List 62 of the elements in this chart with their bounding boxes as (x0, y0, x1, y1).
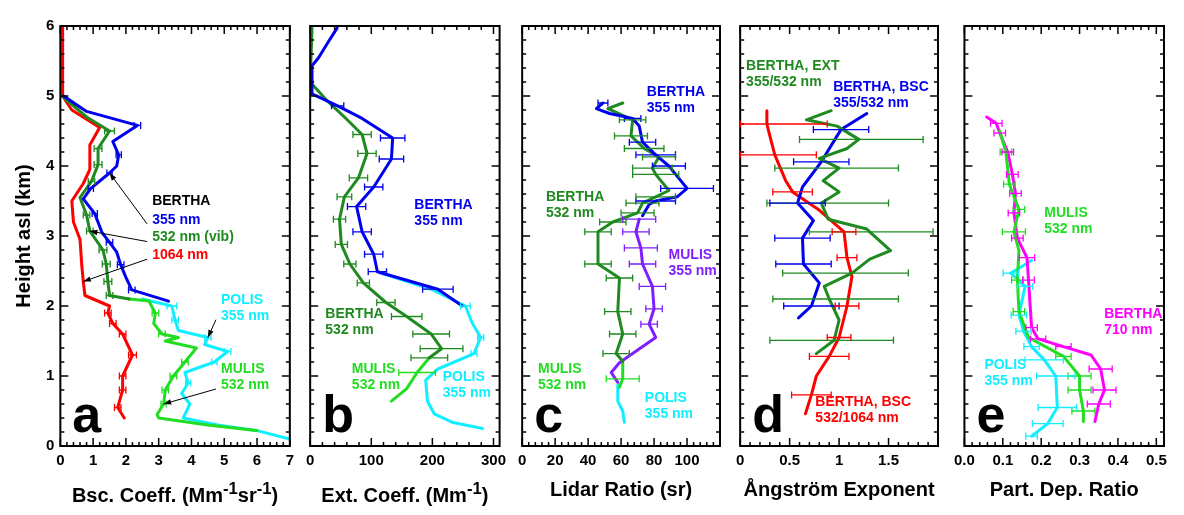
x-axis-title: Part. Dep. Ratio (988, 477, 1140, 502)
x-tick-label: 1 (88, 451, 98, 469)
annotation: d (752, 385, 784, 444)
series-label: MULIS 532 nm (1044, 204, 1093, 237)
text: 1064 nm (152, 246, 209, 263)
series-label: POLIS 355 nm (984, 355, 1033, 388)
x-axis-title: Bsc. Coeff. (Mm$^{-1}$sr$^{-1}$) (70, 478, 280, 508)
x-tick-label: 0 (306, 451, 315, 469)
x-tick-label: 0 (518, 451, 527, 469)
x-tick-label: 60 (612, 451, 630, 469)
x-tick-label: 0 (736, 451, 745, 469)
x-tick-label: 80 (645, 451, 663, 469)
annotation: a (72, 385, 103, 444)
y-tick-label: 1 (46, 366, 55, 384)
x-tick-label: 2 (121, 451, 131, 469)
y-tick-label: 5 (46, 86, 55, 104)
x-tick-label: 1.5 (878, 451, 899, 469)
x-tick-label: 20 (546, 451, 564, 469)
x-axis-title: Ångström Exponent (742, 477, 936, 502)
series-label: BERTHA 532 nm (325, 305, 384, 338)
x-tick-label: 1 (834, 451, 844, 469)
x-axis-title: Lidar Ratio (sr) (548, 477, 694, 502)
annotation: e (976, 385, 1006, 444)
text: 532 nm (vib) (152, 228, 234, 245)
x-tick-label: 0.5 (1145, 451, 1167, 469)
x-tick-label: 40 (579, 451, 597, 469)
series-label: BERTHA 355 nm (646, 82, 706, 115)
series-label: BERTHA 532 nm (545, 187, 605, 220)
series-label: POLIS 355 nm (442, 368, 492, 401)
y-tick-label: 3 (46, 226, 55, 244)
y-tick-label: 2 (46, 296, 55, 314)
x-tick-label: 0.1 (992, 451, 1014, 469)
y-tick-label: 6 (46, 16, 55, 34)
point (1022, 275, 1035, 285)
x-tick-label: 100 (674, 451, 700, 469)
text: 355 nm (152, 210, 201, 227)
series-label: MULIS 355 nm (668, 246, 717, 279)
x-tick-label: 0.5 (779, 451, 801, 469)
series-label: BERTHA 710 nm (1104, 305, 1163, 338)
x-tick-label: 200 (419, 451, 445, 469)
x-axis-title: Ext. Coeff. (Mm$^{-1}$) (320, 478, 490, 508)
x-tick-label: 4 (187, 451, 197, 469)
series-label: POLIS 355 nm (220, 290, 270, 323)
text: BERTHA 355 nm (414, 196, 473, 229)
x-tick-label: 0.0 (954, 451, 975, 469)
y-tick-label: 0 (46, 436, 55, 454)
annotation: BERTHA (152, 191, 211, 208)
x-tick-label: 0.3 (1069, 451, 1090, 469)
series-label: BERTHA, BSC 532/1064 nm (815, 393, 912, 426)
x-tick-label: 300 (480, 451, 507, 469)
series-label: MULIS 532 nm (220, 359, 270, 392)
x-tick-label: 5 (220, 451, 229, 469)
series-label: POLIS 355 nm (644, 389, 694, 422)
x-tick-label: 100 (358, 451, 384, 469)
x-tick-label: 7 (285, 451, 294, 469)
x-tick-label: 0.4 (1107, 451, 1130, 469)
series-label: MULIS 532 nm (351, 359, 401, 392)
x-tick-label: 3 (154, 451, 163, 469)
x-tick-label: 0.2 (1030, 451, 1052, 469)
y-axis-title: Height asl (km) (11, 164, 34, 308)
y-tick-label: 4 (46, 156, 55, 174)
x-tick-label: 6 (252, 451, 262, 469)
